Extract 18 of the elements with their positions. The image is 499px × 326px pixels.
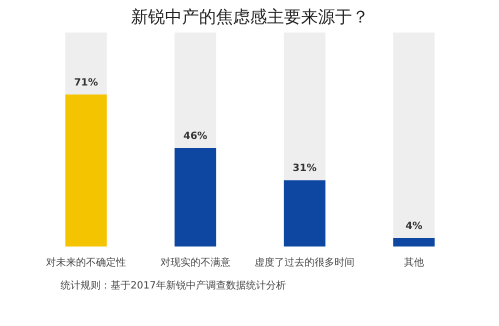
bar	[284, 180, 326, 246]
x-tick-label: 其他	[404, 256, 424, 268]
data-label: 31%	[292, 163, 317, 174]
data-label: 4%	[405, 220, 422, 232]
bar	[284, 32, 326, 180]
text: 统计规则：基于2017年新锐中产调查数据统计分析	[60, 280, 286, 292]
bar	[393, 238, 435, 246]
x-tick-label: 虚度了过去的很多时间	[254, 256, 355, 268]
x-tick-label: 对未来的不确定性	[46, 256, 126, 268]
data-label: 71%	[74, 78, 98, 89]
bar	[174, 148, 216, 246]
bar	[174, 32, 216, 148]
bar	[65, 94, 107, 246]
bar	[393, 32, 435, 238]
bar	[65, 32, 107, 95]
data-label: 46%	[183, 131, 208, 142]
chart-title: 新锐中产的焦虑感主要来源于？	[131, 8, 369, 28]
x-tick-label: 对现实的不满意	[160, 256, 230, 268]
